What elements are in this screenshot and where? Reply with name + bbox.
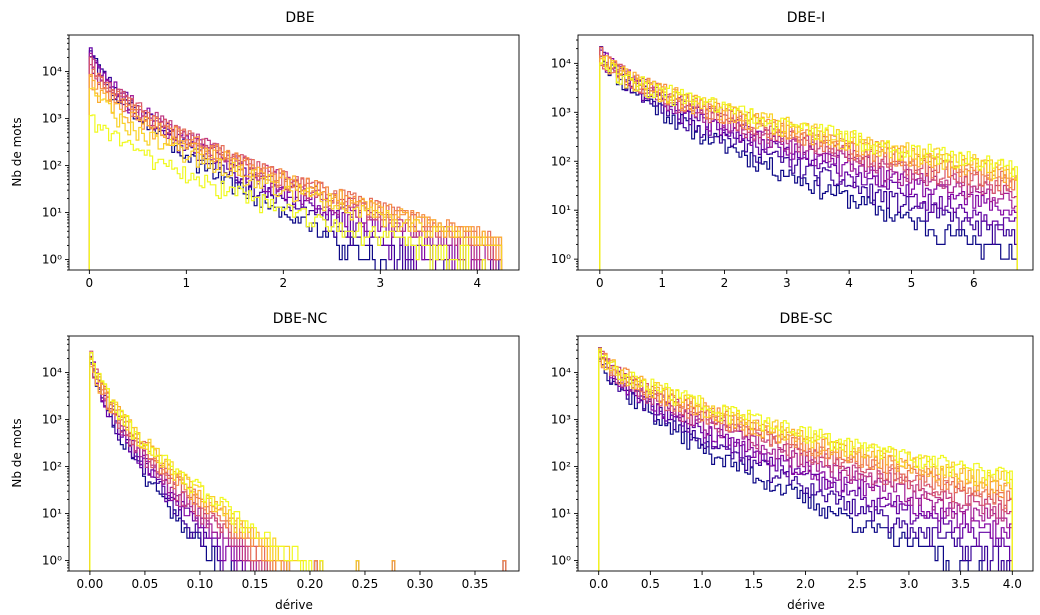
y-tick-label: 10² [551, 154, 571, 168]
x-tick-label: 1.5 [744, 577, 763, 591]
histogram-series-group [599, 46, 1018, 270]
x-tick-label: 3 [376, 276, 384, 290]
x-tick-label: 0.10 [187, 577, 214, 591]
x-tick-label: 3 [783, 276, 791, 290]
histogram-series [89, 361, 324, 571]
x-tick-label: 0.30 [407, 577, 434, 591]
histogram-series [89, 355, 507, 571]
subplot-dbe-i: DBE-I 0 1 2 3 4 5 6 10⁰ 10¹ 10² 10³ 10⁴ [551, 10, 1034, 290]
axis-ticks: 0 1 2 3 4 5 6 10⁰ 10¹ 10² 10³ 10⁴ [551, 39, 978, 290]
subplot-title: DBE [285, 10, 314, 26]
y-tick-label: 10² [42, 460, 62, 474]
x-tick-label: 2 [280, 276, 288, 290]
x-tick-label: 1 [658, 276, 666, 290]
plot-frame [577, 335, 1034, 572]
x-tick-label: 2 [721, 276, 729, 290]
x-tick-label: 0 [86, 276, 94, 290]
histogram-series [88, 58, 503, 270]
histogram-series [598, 357, 983, 571]
histogram-series [88, 73, 503, 270]
histogram-series [89, 358, 396, 571]
y-tick-label: 10¹ [551, 507, 571, 521]
x-tick-label: 0.05 [132, 577, 159, 591]
y-tick-label: 10⁴ [551, 366, 571, 380]
histogram-series-group [89, 350, 507, 571]
histogram-series [599, 59, 1018, 270]
x-tick-label: 0.20 [297, 577, 324, 591]
y-tick-label: 10¹ [551, 203, 571, 217]
histogram-series [599, 49, 1018, 270]
x-tick-label: 3.0 [899, 577, 918, 591]
histogram-series-group [598, 347, 1013, 571]
x-tick-label: 2.5 [848, 577, 867, 591]
x-tick-label: 0.15 [242, 577, 269, 591]
histogram-series [88, 114, 486, 270]
x-tick-label: 0 [596, 276, 604, 290]
histogram-series [598, 350, 1013, 571]
axis-ticks: 0.00 0.05 0.10 0.15 0.20 0.25 0.30 0.35 10⁰ 10¹ 10… [42, 335, 489, 591]
subplot-title: DBE-SC [780, 311, 833, 327]
histogram-series [599, 46, 1018, 270]
x-tick-label: 2.0 [796, 577, 815, 591]
y-axis-label: Nb de mots [10, 418, 24, 487]
x-tick-label: 4 [845, 276, 853, 290]
y-tick-label: 10³ [42, 112, 62, 126]
y-tick-label: 10⁰ [551, 252, 571, 266]
y-tick-label: 10¹ [42, 507, 62, 521]
y-tick-label: 10⁰ [42, 554, 62, 568]
histogram-series [88, 56, 503, 270]
y-tick-label: 10⁴ [551, 56, 571, 70]
histogram-series [89, 357, 360, 571]
y-axis-label: Nb de mots [10, 117, 24, 186]
x-tick-label: 3.5 [951, 577, 970, 591]
plot-frame [577, 34, 1034, 271]
x-tick-label: 0.5 [641, 577, 660, 591]
plot-frame [68, 34, 520, 271]
x-tick-label: 0.35 [462, 577, 489, 591]
histogram-series [89, 352, 324, 571]
x-tick-label: 6 [970, 276, 978, 290]
histogram-series [88, 56, 486, 270]
x-tick-label: 0.0 [589, 577, 608, 591]
y-tick-label: 10⁰ [551, 554, 571, 568]
y-tick-label: 10² [551, 460, 571, 474]
histogram-series [88, 56, 467, 270]
histogram-series [88, 87, 503, 270]
x-tick-label: 4 [473, 276, 481, 290]
axis-ticks: 0 1 2 3 4 10⁰ 10¹ 10² 10³ 10⁴ [42, 34, 481, 290]
y-tick-label: 10³ [42, 413, 62, 427]
x-tick-label: 0.25 [352, 577, 379, 591]
histogram-series [598, 347, 1011, 571]
histogram-series [88, 68, 503, 270]
subplot-title: DBE-I [787, 10, 825, 26]
x-tick-label: 0.00 [77, 577, 104, 591]
y-tick-label: 10⁴ [42, 65, 62, 79]
histogram-series [599, 46, 1018, 270]
y-tick-label: 10¹ [42, 206, 62, 220]
histogram-series-group [88, 47, 503, 270]
y-tick-label: 10⁴ [42, 366, 62, 380]
histogram-series [89, 357, 360, 571]
x-tick-label: 1 [183, 276, 191, 290]
x-axis-label: dérive [787, 598, 825, 612]
subplot-dbe-sc: DBE-SC 0.0 0.5 1.0 1.5 2.0 2.5 3.0 3.5 4.0 10⁰ 10¹… [551, 311, 1034, 612]
histogram-series [89, 362, 507, 571]
x-tick-label: 4.0 [1003, 577, 1022, 591]
y-tick-label: 10⁰ [42, 253, 62, 267]
x-tick-label: 5 [908, 276, 916, 290]
subplot-dbe-nc: DBE-NC 0.00 0.05 0.10 0.15 0.20 0.25 0.30 0.35 1… [10, 311, 520, 612]
histogram-series [88, 74, 503, 270]
plot-frame [68, 335, 520, 572]
y-tick-label: 10³ [551, 105, 571, 119]
histogram-series [598, 347, 1013, 571]
y-tick-label: 10² [42, 159, 62, 173]
histogram-series [599, 55, 1018, 270]
x-tick-label: 1.0 [693, 577, 712, 591]
y-tick-label: 10³ [551, 413, 571, 427]
x-axis-label: dérive [275, 598, 313, 612]
subplot-dbe: DBE 0 1 2 3 4 10⁰ 10¹ 10² 10³ 10⁴ Nb de mots [10, 10, 520, 290]
subplot-title: DBE-NC [273, 311, 328, 327]
